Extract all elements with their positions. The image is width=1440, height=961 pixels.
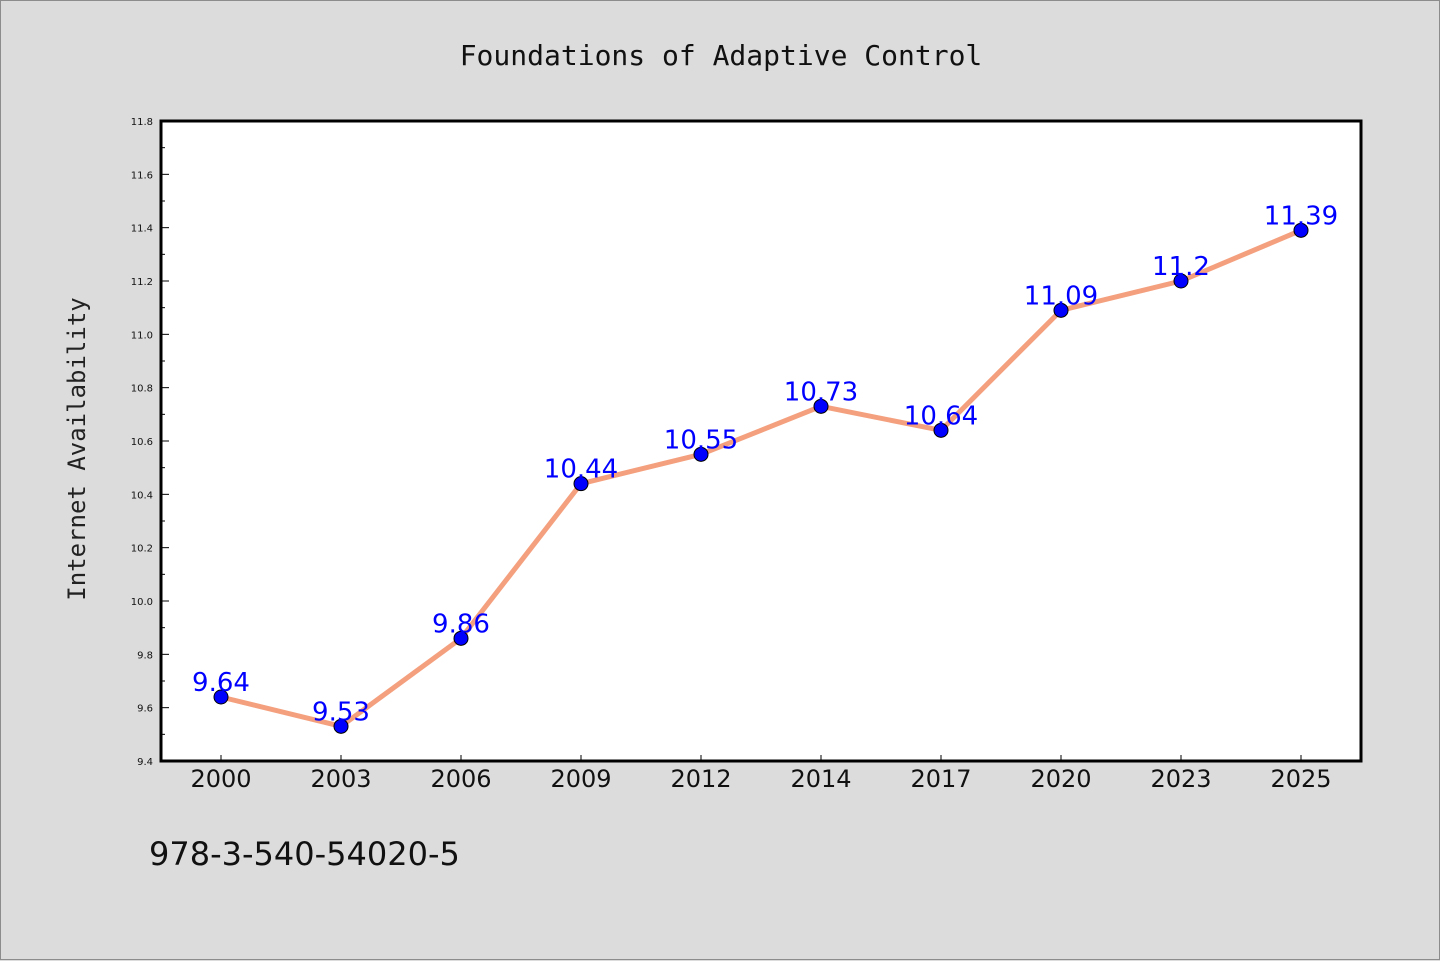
x-tick-label: 2006 — [430, 765, 491, 793]
data-label: 10.44 — [544, 455, 618, 485]
footer-code: 978-3-540-54020-5 — [149, 835, 460, 873]
y-tick-label: 10.0 — [131, 597, 153, 608]
data-label: 9.64 — [192, 668, 250, 698]
data-point — [573, 476, 589, 492]
x-tick-label: 2023 — [1150, 765, 1211, 793]
data-label: 11.09 — [1024, 281, 1098, 311]
data-point — [693, 446, 709, 462]
y-tick-label: 11.0 — [131, 330, 153, 341]
data-point — [333, 718, 349, 734]
data-point — [453, 630, 469, 646]
x-tick-label: 2000 — [190, 765, 251, 793]
y-tick-label: 11.8 — [131, 117, 153, 128]
data-label: 10.73 — [784, 377, 858, 407]
data-point — [813, 398, 829, 414]
y-tick-label: 11.4 — [131, 224, 153, 235]
y-tick-label: 11.6 — [131, 170, 153, 181]
y-tick-label: 9.8 — [137, 650, 153, 661]
data-label: 11.2 — [1152, 252, 1210, 282]
data-point — [1173, 273, 1189, 289]
series-group — [213, 222, 1309, 734]
y-tick-label: 9.4 — [137, 757, 153, 768]
y-tick-label: 9.6 — [137, 704, 153, 715]
y-tick-label: 10.2 — [131, 544, 153, 555]
x-tick-label: 2003 — [310, 765, 371, 793]
x-axis-ticks: 2000 2003 2006 2009 2012 2014 2017 2020 2023 2025 — [190, 755, 1332, 793]
plot-area — [159, 119, 1363, 763]
x-tick-label: 2014 — [790, 765, 851, 793]
x-tick-label: 2025 — [1270, 765, 1331, 793]
data-point — [1053, 302, 1069, 318]
y-tick-label: 10.4 — [131, 490, 153, 501]
x-tick-label: 2017 — [910, 765, 971, 793]
data-label: 9.86 — [432, 609, 490, 639]
data-label: 10.55 — [664, 425, 738, 455]
y-axis-ticks: 9.4 9.6 9.8 10.0 10.2 10.4 10.6 10.8 11.0 11.2 11.… — [131, 117, 169, 768]
y-tick-label: 10.6 — [131, 437, 153, 448]
x-tick-label: 2012 — [670, 765, 731, 793]
y-tick-label: 10.8 — [131, 384, 153, 395]
data-labels: 9.64 9.53 9.86 10.44 10.55 10.73 10.64 11.09 11.… — [192, 201, 1338, 727]
y-axis-label: Internet Availability — [63, 297, 91, 600]
data-label: 11.39 — [1264, 201, 1338, 231]
data-label: 10.64 — [904, 401, 978, 431]
data-point — [213, 689, 229, 705]
chart-title: Foundations of Adaptive Control — [460, 39, 983, 72]
y-tick-label: 11.2 — [131, 277, 153, 288]
data-point — [933, 422, 949, 438]
series-line — [218, 227, 1304, 729]
x-tick-label: 2009 — [550, 765, 611, 793]
data-label: 9.53 — [312, 697, 370, 727]
x-tick-label: 2020 — [1030, 765, 1091, 793]
data-point — [1293, 222, 1309, 238]
